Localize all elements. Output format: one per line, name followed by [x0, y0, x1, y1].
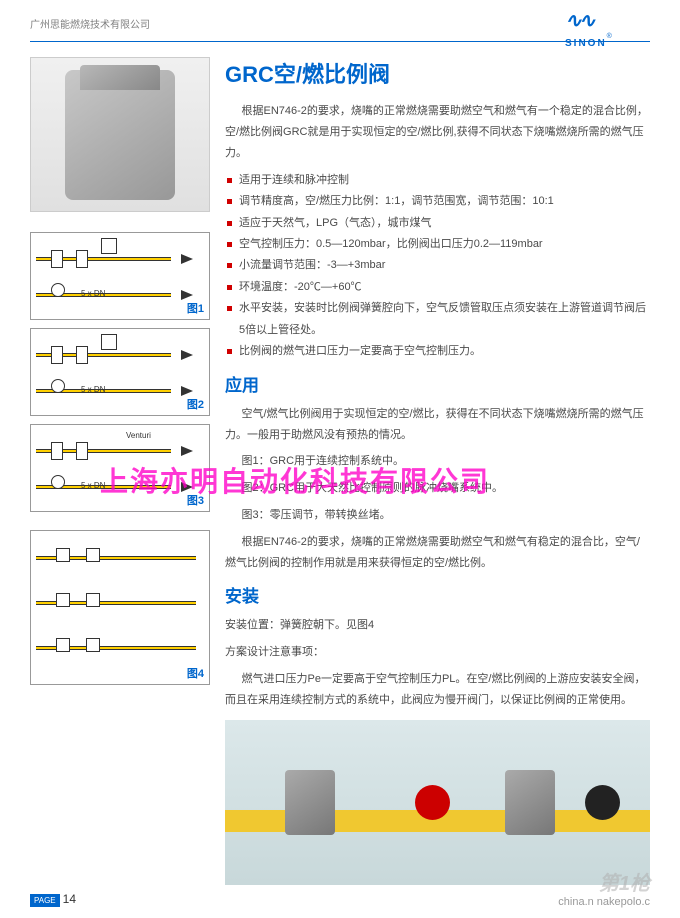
- feature-item: 比例阀的燃气进口压力一定要高于空气控制压力。: [225, 341, 650, 362]
- product-photo: [30, 57, 210, 212]
- company-name: 广州思能燃烧技术有限公司: [30, 16, 150, 31]
- application-p5: 根据EN746-2的要求，烧嘴的正常燃烧需要助燃空气和燃气有稳定的混合比，空气/…: [225, 532, 650, 574]
- feature-item: 环境温度：-20℃—+60℃: [225, 277, 650, 298]
- diagram-2-label: 图2: [187, 396, 204, 412]
- install-title: 安装: [225, 582, 650, 607]
- diagram-4-label: 图4: [187, 665, 204, 681]
- diagram-2: 5 x DN 图2: [30, 328, 210, 416]
- intro-paragraph: 根据EN746-2的要求，烧嘴的正常燃烧需要助燃空气和燃气有一个稳定的混合比例，…: [225, 101, 650, 164]
- feature-list: 适用于连续和脉冲控制 调节精度高，空/燃压力比例：1:1，调节范围宽，调节范围：…: [225, 170, 650, 363]
- page-title: GRC空/燃比例阀: [225, 57, 650, 89]
- feature-item: 小流量调节范围：-3—+3mbar: [225, 255, 650, 276]
- page-indicator: PAGE14: [30, 890, 76, 908]
- header-divider: [30, 41, 650, 42]
- page-header: 广州思能燃烧技术有限公司 ∿∿ SINON®: [0, 0, 680, 41]
- valve-graphic-1: [285, 770, 335, 835]
- venturi-label: Venturi: [126, 431, 151, 440]
- install-p1: 安装位置：弹簧腔朝下。见图4: [225, 615, 650, 636]
- valve-image-placeholder: [65, 70, 175, 200]
- logo-container: ∿∿ SINON®: [565, 8, 650, 38]
- installation-photo: [225, 720, 650, 885]
- feature-item: 适应于天然气，LPG（气态），城市煤气: [225, 213, 650, 234]
- footer-logo: 第1枪: [558, 867, 650, 896]
- feature-item: 调节精度高，空/燃压力比例：1:1，调节范围宽，调节范围：10:1: [225, 191, 650, 212]
- diagram-dn-label-2: 5 x DN: [81, 385, 105, 394]
- page-footer: PAGE14 第1枪 china.n nakepolo.c: [30, 867, 650, 908]
- feature-item: 水平安装，安装时比例阀弹簧腔向下，空气反馈管取压点须安装在上游管道调节阀后5倍以…: [225, 298, 650, 341]
- application-p4: 图3：零压调节，带转换丝堵。: [225, 505, 650, 526]
- page-number: 14: [63, 892, 76, 906]
- footer-right: 第1枪 china.n nakepolo.c: [558, 867, 650, 908]
- watermark-text: 上海亦明自动化科技有限公司: [100, 460, 490, 500]
- diagram-1-label: 图1: [187, 300, 204, 316]
- application-title: 应用: [225, 371, 650, 396]
- logo-text: SINON: [565, 38, 607, 49]
- diagram-1: 5 x DN 图1: [30, 232, 210, 320]
- application-p1: 空气/燃气比例阀用于实现恒定的空/燃比，获得在不同状态下烧嘴燃烧所需的燃气压力。…: [225, 404, 650, 446]
- footer-url: china.n nakepolo.c: [558, 896, 650, 908]
- sinon-logo: ∿∿ SINON®: [565, 8, 650, 38]
- install-p3: 燃气进口压力Pe一定要高于空气控制压力PL。在空/燃比例阀的上游应安装安全阀，而…: [225, 669, 650, 711]
- feature-item: 空气控制压力：0.5—120mbar，比例阀出口压力0.2—119mbar: [225, 234, 650, 255]
- registered-icon: ®: [607, 33, 612, 40]
- install-p2: 方案设计注意事项：: [225, 642, 650, 663]
- diagram-dn-label: 5 x DN: [81, 289, 105, 298]
- valve-graphic-2: [505, 770, 555, 835]
- logo-wave-icon: ∿∿: [565, 8, 650, 33]
- feature-item: 适用于连续和脉冲控制: [225, 170, 650, 191]
- diagram-4: 图4: [30, 530, 210, 685]
- page-label: PAGE: [30, 894, 60, 907]
